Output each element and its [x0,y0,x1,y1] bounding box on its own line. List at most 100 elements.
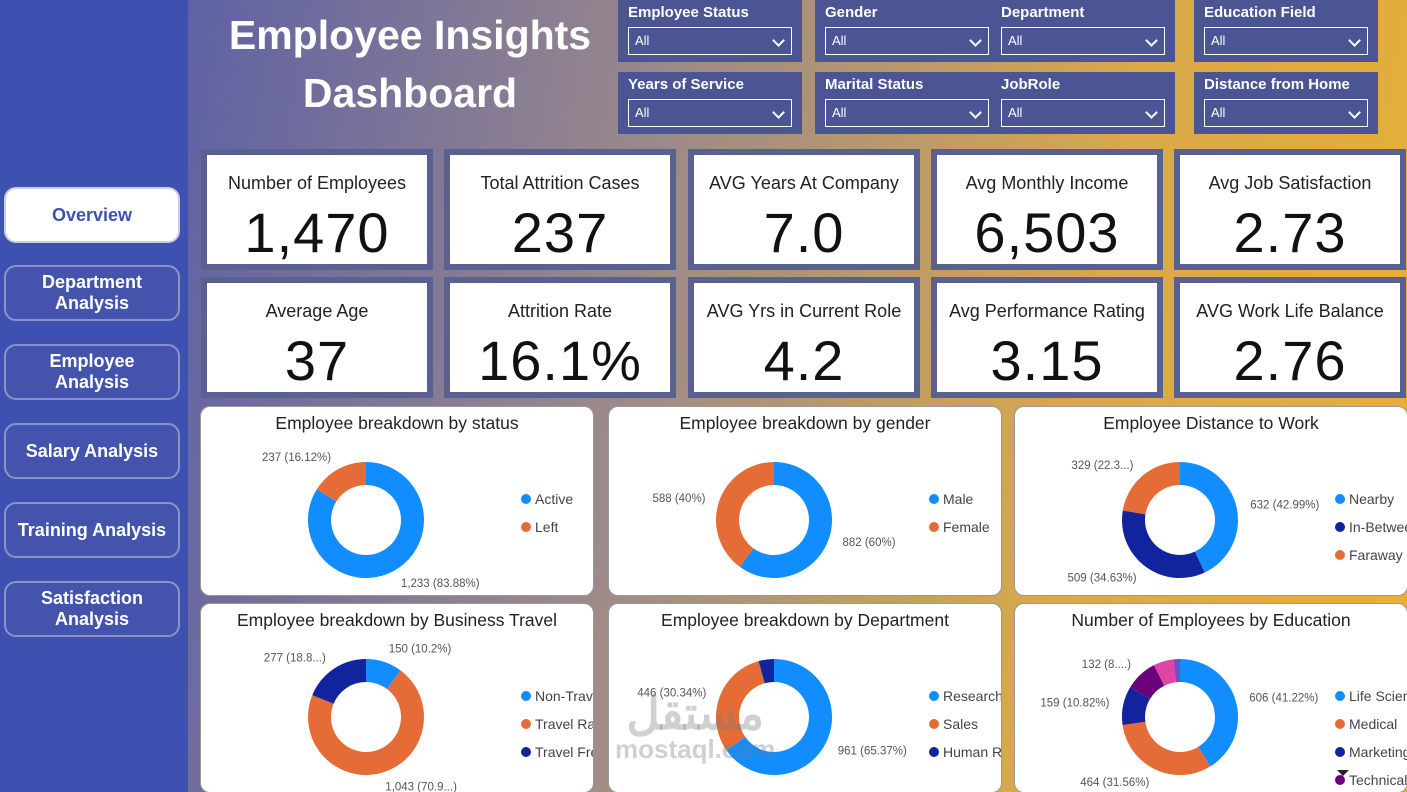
legend-swatch [929,522,939,532]
legend-label: Sales [943,716,978,732]
legend-label: Life Sciences [1349,688,1407,704]
nav-button[interactable]: Salary Analysis [4,423,180,479]
donut-slice [758,659,774,684]
chart-title: Number of Employees by Education [1071,610,1350,630]
nav-button[interactable]: Satisfaction Analysis [4,581,180,637]
data-label: 329 (22.3...) [1071,460,1133,472]
nav-button[interactable]: Employee Analysis [4,344,180,400]
chart: Employee Distance to Work 632 (42.99%) 509… [1068,413,1407,584]
data-label: 464 (31.56%) [1080,777,1149,789]
data-label: 1,233 (83.88%) [401,578,480,590]
kpi-label: Attrition Rate [507,301,613,321]
donut-slice [1122,462,1180,515]
filter-dropdown[interactable]: All [1001,27,1165,55]
kpi-label: AVG Years At Company [709,173,899,193]
kpi-value: 4.2 [763,329,845,392]
donut-slice [308,462,424,578]
donut-slice [716,462,774,567]
kpi-value: 237 [511,201,609,264]
legend-label: Active [535,491,573,507]
data-label: 277 (18.8...) [264,652,326,664]
chart: Employee breakdown by gender 882 (60%) 588… [652,413,990,578]
kpi-label: Number of Employees [227,173,407,193]
legend-swatch [521,494,531,504]
filter-slicer: Years of Service All [618,72,802,134]
legend-swatch [521,691,531,701]
chart-title: Employee breakdown by Business Travel [237,610,557,630]
filter-label: Distance from Home [1204,76,1350,93]
dashboard-title: Employee Insights Dashboard [228,12,592,116]
legend-swatch [1335,691,1345,701]
legend-label: Female [943,519,990,535]
filter-label: Education Field [1204,4,1316,21]
filter-slicer: Department All [991,0,1175,62]
donut-slice [1122,721,1211,775]
scroll-arrow [1337,770,1349,776]
data-label: 237 (16.12%) [262,452,331,464]
kpi-value: 6,503 [974,201,1120,264]
donut-slice [1122,510,1205,578]
data-label: 961 (65.37%) [838,745,907,757]
legend-swatch [521,747,531,757]
filter-label: Marital Status [825,76,924,93]
filter-dropdown[interactable]: All [1001,99,1165,127]
donut-slice [316,462,366,502]
legend-label: Technical D... [1349,772,1407,788]
kpi-label: AVG Yrs in Current Role [706,301,902,321]
donut-slice [739,462,832,578]
filter-label: Department [1001,4,1085,21]
data-label: 882 (60%) [842,537,895,549]
legend-swatch [929,691,939,701]
legend-label: Research &... [943,688,1001,704]
nav-button[interactable]: Training Analysis [4,502,180,558]
filter-dropdown[interactable]: All [1204,99,1368,127]
kpi-card: Avg Job Satisfaction 2.73 [1174,149,1406,270]
legend-swatch [1335,550,1345,560]
filter-label: Employee Status [628,4,749,21]
filter-dropdown[interactable]: All [628,27,792,55]
filter-dropdown[interactable]: All [825,99,989,127]
filter-dropdown[interactable]: All [628,99,792,127]
data-label: 1,043 (70.9...) [385,781,457,792]
filter-slicer: Gender All [815,0,999,62]
kpi-card: AVG Work Life Balance 2.76 [1174,277,1406,398]
data-label: 150 (10.2%) [389,644,452,656]
legend-swatch [929,719,939,729]
filter-label: JobRole [1001,76,1061,93]
filter-label: Years of Service [628,76,744,93]
legend-swatch [521,522,531,532]
data-label: 606 (41.22%) [1249,692,1318,704]
legend-label: Male [943,491,974,507]
donut-slice [1180,462,1238,573]
donut-slice [366,659,401,689]
kpi-card: AVG Yrs in Current Role 4.2 [688,277,920,398]
chart-title: Employee breakdown by status [275,413,518,433]
kpi-card: Average Age 37 [201,277,433,398]
filter-label: Gender [825,4,878,21]
filter-dropdown[interactable]: All [825,27,989,55]
donut-slice [1180,659,1238,767]
chart-title: Employee breakdown by Department [661,610,949,630]
legend-swatch [1335,775,1345,785]
filter-slicer: JobRole All [991,72,1175,134]
watermark: مستقل mostaql.com [615,690,775,762]
donut-slice [1130,665,1165,699]
chart-panel: Employee Distance to Work 632 (42.99%) 509… [1014,406,1407,596]
legend-label: In-Between [1349,519,1407,535]
kpi-value: 2.76 [1233,329,1347,392]
nav-button[interactable]: Department Analysis [4,265,180,321]
legend-label: Non-Travel [535,688,593,704]
legend-swatch [929,747,939,757]
legend-label: Medical [1349,716,1397,732]
kpi-label: Total Attrition Cases [480,173,640,193]
data-label: 132 (8....) [1082,659,1131,671]
nav-button[interactable]: Overview [4,187,180,243]
data-label: 509 (34.63%) [1068,572,1137,584]
donut-slice [312,659,366,704]
chart: Employee breakdown by status 1,233 (83.88… [262,413,573,590]
kpi-card: Avg Performance Rating 3.15 [931,277,1163,398]
filter-slicer: Distance from Home All [1194,72,1378,134]
filter-dropdown[interactable]: All [1204,27,1368,55]
filter-slicer: Education Field All [1194,0,1378,62]
